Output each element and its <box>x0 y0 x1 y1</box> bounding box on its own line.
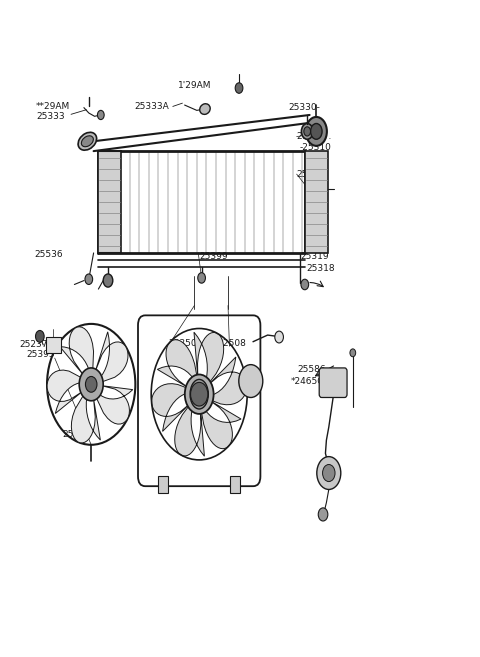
Circle shape <box>191 382 208 406</box>
Circle shape <box>103 274 113 287</box>
Text: **29AM: **29AM <box>36 102 70 111</box>
Text: 25231: 25231 <box>62 430 91 440</box>
Text: 25333: 25333 <box>36 112 65 122</box>
Text: 25318-: 25318- <box>297 170 328 179</box>
Circle shape <box>36 330 44 342</box>
Text: 25536: 25536 <box>35 250 63 259</box>
Text: 25350: 25350 <box>168 339 197 348</box>
Polygon shape <box>157 340 197 388</box>
Circle shape <box>239 365 263 397</box>
Bar <box>46 337 61 353</box>
Circle shape <box>350 349 356 357</box>
Polygon shape <box>96 332 128 382</box>
Polygon shape <box>209 357 247 405</box>
Text: 25319: 25319 <box>300 252 329 261</box>
FancyBboxPatch shape <box>319 368 347 397</box>
Circle shape <box>47 324 135 445</box>
Circle shape <box>317 457 341 489</box>
Text: 25586: 25586 <box>298 365 326 374</box>
Circle shape <box>318 508 328 521</box>
Text: 25395: 25395 <box>26 350 55 359</box>
Polygon shape <box>72 395 100 443</box>
Text: 25399 .: 25399 . <box>297 132 331 141</box>
Text: -25310: -25310 <box>300 143 332 152</box>
Polygon shape <box>194 332 224 384</box>
Bar <box>230 476 240 493</box>
Circle shape <box>301 124 313 139</box>
Polygon shape <box>152 384 190 432</box>
Bar <box>158 476 168 493</box>
Circle shape <box>311 124 322 139</box>
Circle shape <box>323 464 335 482</box>
Text: *2465OM: *2465OM <box>290 376 332 386</box>
Text: 25237: 25237 <box>19 340 48 350</box>
Polygon shape <box>201 401 241 449</box>
Polygon shape <box>47 370 82 413</box>
Circle shape <box>85 274 93 284</box>
Polygon shape <box>60 327 94 374</box>
Circle shape <box>85 376 97 392</box>
Ellipse shape <box>190 380 208 409</box>
Text: 25318: 25318 <box>306 263 335 273</box>
Polygon shape <box>175 405 204 456</box>
Bar <box>98 151 121 253</box>
Circle shape <box>97 110 104 120</box>
Ellipse shape <box>200 104 210 114</box>
FancyBboxPatch shape <box>138 315 260 486</box>
Text: **2508: **2508 <box>215 339 247 348</box>
Ellipse shape <box>82 136 93 147</box>
Circle shape <box>79 368 103 401</box>
Circle shape <box>185 374 214 414</box>
Text: 25333A: 25333A <box>134 102 169 111</box>
Circle shape <box>304 127 311 136</box>
Circle shape <box>301 279 309 290</box>
Text: 1'29AM: 1'29AM <box>178 81 211 90</box>
Circle shape <box>198 273 205 283</box>
Text: 25330-: 25330- <box>288 103 320 112</box>
Circle shape <box>275 331 283 343</box>
Circle shape <box>306 117 327 146</box>
Polygon shape <box>96 386 133 424</box>
Bar <box>305 151 328 253</box>
Circle shape <box>235 83 243 93</box>
Text: 25399: 25399 <box>199 252 228 261</box>
Ellipse shape <box>78 132 96 150</box>
